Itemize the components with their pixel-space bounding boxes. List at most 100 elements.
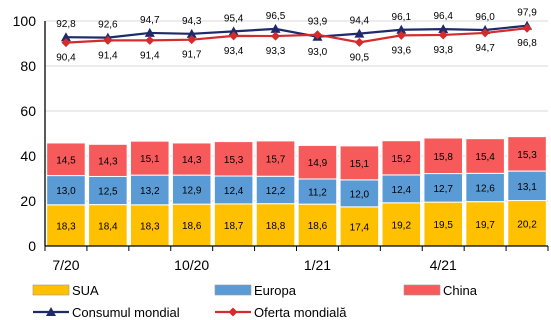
bar-segment-sua [46, 204, 86, 247]
x-tick-label: 10/20 [174, 257, 209, 273]
bar-data-label: 15,7 [266, 155, 286, 166]
bar-segment-sua [339, 206, 380, 247]
bar-data-label: 14,3 [182, 155, 202, 166]
line-data-label: 94,3 [182, 16, 202, 27]
line-data-label: 96,8 [517, 38, 537, 49]
grid [45, 20, 548, 202]
line-point-marker [522, 23, 532, 33]
bar-data-label: 15,4 [475, 152, 495, 163]
line-consumul-mondial [65, 24, 528, 39]
bar-data-label: 12,5 [98, 187, 118, 198]
bar-segment-sua [297, 203, 338, 247]
line-point-marker [396, 24, 407, 34]
legend-marker [46, 307, 56, 316]
axes: 0 20 40 60 80 100 7/20 10/20 1/21 4/21 [13, 13, 549, 273]
bar-data-label: 18,4 [98, 221, 118, 232]
bar-data-label: 17,4 [350, 222, 370, 233]
bar-data-label: 20,2 [517, 219, 537, 230]
line-point-marker [480, 28, 490, 38]
line-point-marker [145, 35, 155, 45]
bar-data-label: 15,1 [350, 159, 370, 170]
line-data-label: 96,0 [475, 12, 495, 23]
bar-data-label: 12,4 [392, 185, 412, 196]
line-point-marker [271, 31, 281, 41]
bar-data-label: 18,3 [140, 221, 160, 232]
bar-segment-europa [339, 179, 380, 208]
bar-data-label: 15,1 [140, 154, 160, 165]
line-data-label: 91,7 [182, 50, 202, 61]
bar-segment-sua [423, 201, 463, 247]
bars [46, 136, 547, 247]
legend-label: Consumul mondial [72, 305, 180, 320]
bar-segment-europa [507, 170, 547, 202]
x-tick-label: 1/21 [304, 257, 331, 273]
bar-data-label: 15,3 [517, 150, 537, 161]
bar-data-label: 14,5 [56, 155, 76, 166]
bar-data-label: 15,2 [392, 154, 412, 165]
legend-marker [228, 307, 238, 317]
bar-data-label: 14,9 [308, 158, 328, 169]
y-tick-label: 20 [20, 193, 36, 209]
line-point-marker [354, 37, 364, 47]
line-point-marker [438, 24, 449, 34]
bar-segment-europa [130, 174, 170, 206]
bar-data-label: 18,8 [266, 221, 286, 232]
bar-segment-china [255, 140, 296, 177]
line-point-marker [186, 28, 197, 38]
bar-data-label: 13,2 [140, 186, 160, 197]
line-point-marker [61, 38, 71, 48]
bar-segment-china [465, 138, 505, 174]
line-data-label: 93,4 [224, 46, 244, 57]
bar-segment-europa [255, 175, 296, 205]
line-data-label: 95,4 [224, 13, 244, 24]
bar-data-label: 18,3 [56, 221, 76, 232]
bar-data-label: 15,3 [224, 155, 244, 166]
line-data-label: 94,7 [140, 15, 160, 26]
legend-label: SUA [72, 283, 99, 298]
legend: SUA Europa China Consumul mondial Oferta mon… [32, 283, 478, 320]
line-data-label: 96,5 [266, 11, 286, 22]
line-data-label: 93,8 [433, 45, 453, 56]
bar-data-label: 13,0 [56, 186, 76, 197]
bar-segment-china [381, 140, 422, 176]
bar-data-label: 11,2 [308, 188, 327, 199]
x-tick-label: 7/20 [52, 257, 79, 273]
bar-data-label: 19,7 [475, 220, 495, 231]
bar-segment-china [130, 140, 170, 176]
bar-segment-europa [381, 174, 422, 204]
line-data-label: 92,8 [56, 19, 76, 30]
line-data-label: 93,3 [266, 46, 286, 57]
bar-data-label: 12,6 [475, 184, 495, 195]
line-data-label: 94,7 [475, 43, 495, 54]
bar-segment-china [297, 144, 338, 180]
bar-segment-sua [381, 202, 422, 247]
bar-data-label: 12,2 [266, 186, 286, 197]
line-data-label: 92,6 [98, 20, 118, 31]
legend-swatch [214, 284, 252, 296]
line-point-marker [438, 30, 448, 40]
line-point-marker [228, 26, 239, 36]
line-point-marker [103, 35, 113, 45]
bar-data-label: 12,0 [350, 189, 370, 200]
bar-data-label: 15,8 [433, 152, 453, 163]
bar-segment-sua [465, 201, 505, 247]
bar-segment-china [507, 136, 547, 172]
legend-swatch [403, 284, 441, 296]
line-point-marker [396, 30, 406, 40]
line-oferta-mondiala [65, 27, 528, 44]
y-tick-label: 0 [28, 238, 36, 254]
labels: 18,3 13,0 14,5 18,4 12,5 14,3 18,3 13,2 15,1 18,6… [56, 8, 537, 234]
line-data-label: 90,4 [56, 53, 76, 64]
x-tick-label: 4/21 [430, 257, 457, 273]
line-data-label: 91,4 [140, 50, 160, 61]
bar-segment-sua [507, 200, 547, 247]
bar-segment-sua [171, 203, 212, 247]
bar-segment-china [213, 141, 254, 177]
bar-segment-europa [46, 175, 86, 206]
line-data-label: 94,4 [350, 16, 370, 27]
y-tick-label: 80 [20, 58, 36, 74]
bar-segment-europa [213, 175, 254, 205]
bar-segment-europa [465, 172, 505, 203]
